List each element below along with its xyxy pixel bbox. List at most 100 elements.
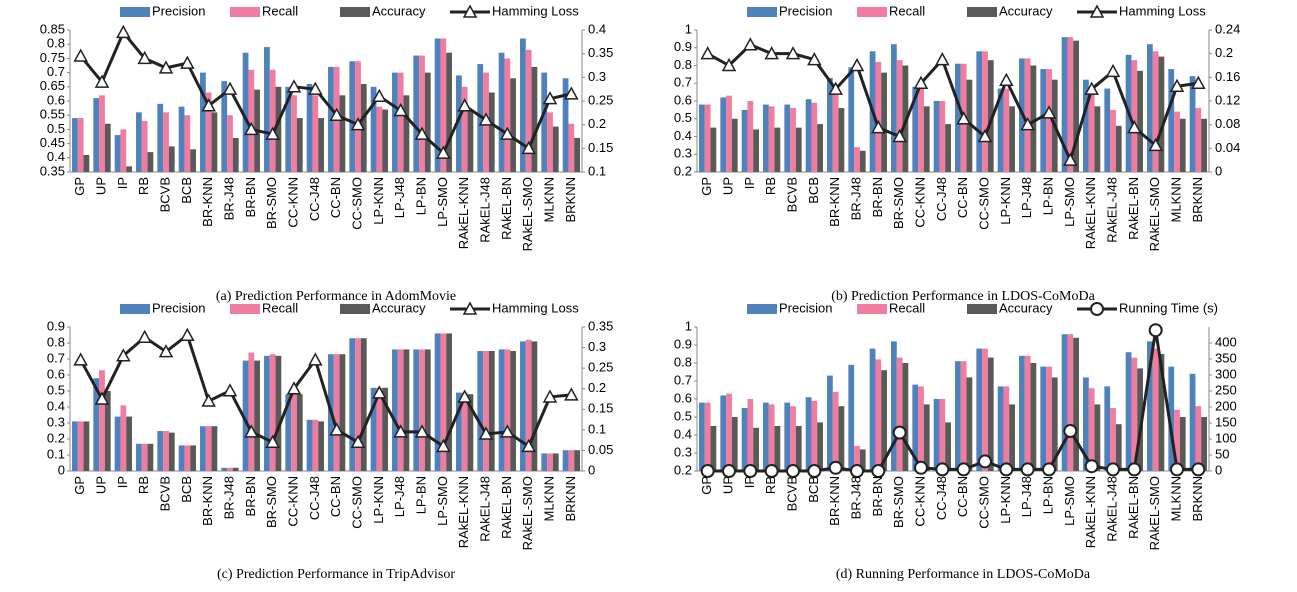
bar <box>221 467 228 471</box>
bar <box>1046 69 1052 172</box>
y2-tick-label: 0.35 <box>588 45 613 60</box>
y-tick-label: 0.4 <box>47 149 65 164</box>
y2-tick-label: 0.25 <box>588 92 613 107</box>
bar <box>1024 355 1031 471</box>
y-tick-label: 0.2 <box>674 462 692 477</box>
bar <box>306 419 313 471</box>
bar <box>960 361 967 471</box>
x-tick-label: LP-KNN <box>998 476 1013 524</box>
y-tick-label: 0.45 <box>40 135 65 150</box>
x-tick-label: MLKNN <box>1168 177 1183 223</box>
line-marker <box>457 98 472 112</box>
bar <box>1201 417 1207 471</box>
y-tick-label: 0.55 <box>40 107 65 122</box>
line-marker <box>743 464 758 478</box>
bar <box>1110 109 1116 172</box>
bar <box>72 118 78 172</box>
legend-label: Accuracy <box>999 3 1053 18</box>
bar <box>275 355 282 471</box>
x-tick-label: UP <box>93 476 108 494</box>
bar <box>461 392 468 471</box>
bar <box>574 450 580 471</box>
bar <box>232 467 239 471</box>
bar <box>774 426 781 471</box>
bar <box>349 338 356 471</box>
bar <box>741 408 748 471</box>
line-marker <box>1191 462 1206 477</box>
bar <box>83 421 90 471</box>
y-tick-label: 0.9 <box>47 318 65 333</box>
x-tick-label: LP-J48 <box>392 177 407 218</box>
bar <box>147 152 154 172</box>
bar <box>504 349 511 471</box>
x-tick-label: BCVB <box>157 476 172 511</box>
bar <box>784 104 791 172</box>
line-marker <box>457 389 472 403</box>
line-marker <box>1106 462 1120 477</box>
bar <box>242 360 249 471</box>
x-tick-label: BR-J48 <box>221 177 236 220</box>
bar <box>1040 366 1047 471</box>
y-tick-label: 0.7 <box>674 372 692 387</box>
x-tick-label: RB <box>136 177 151 195</box>
legend-marker <box>1090 302 1104 316</box>
bar <box>1131 60 1138 172</box>
line-marker <box>807 52 822 66</box>
x-tick-label: RAkEL-SMO <box>520 177 535 251</box>
bar <box>157 431 164 471</box>
x-tick-label: MLKNN <box>541 476 556 522</box>
x-tick-label: BR-SMO <box>264 177 279 229</box>
bar <box>704 104 711 172</box>
legend-label: Hamming Loss <box>492 300 579 315</box>
line-marker <box>764 46 779 60</box>
y2-tick-label: 0.2 <box>1215 45 1233 60</box>
x-tick-label: BR-KNN <box>827 476 842 526</box>
bar <box>1088 388 1095 471</box>
bar <box>541 453 548 471</box>
bar <box>699 402 705 471</box>
bar <box>939 399 946 471</box>
y2-tick-label: 0.15 <box>588 401 613 416</box>
bar <box>1158 56 1165 172</box>
x-tick-label: BCB <box>806 476 821 503</box>
y-tick-label: 0.8 <box>674 354 692 369</box>
line-marker <box>393 102 408 117</box>
line-marker <box>244 424 259 438</box>
bar <box>710 426 717 471</box>
line-marker <box>201 98 216 112</box>
line-marker <box>500 126 515 140</box>
line-marker <box>828 81 843 95</box>
x-tick-label: GP <box>72 476 87 495</box>
bar <box>1115 125 1122 172</box>
bar <box>248 69 255 172</box>
bar <box>403 349 410 471</box>
x-tick-label: LP-J48 <box>1019 177 1034 218</box>
y-tick-label: 0.4 <box>674 426 692 441</box>
line-marker <box>1170 462 1184 477</box>
bar <box>1003 88 1010 172</box>
x-tick-label: RB <box>763 177 778 195</box>
bar <box>1030 363 1037 471</box>
y2-tick-label: 50 <box>1215 446 1229 461</box>
bar <box>525 339 532 471</box>
x-tick-label: BCVB <box>157 177 172 212</box>
y-tick-label: 1 <box>685 318 692 333</box>
x-tick-label: CC-BN <box>328 177 343 218</box>
caption: (c) Prediction Performance in TripAdviso… <box>217 567 455 582</box>
bar <box>1067 334 1074 471</box>
x-tick-label: RAkEL-KNN <box>456 177 471 249</box>
bar <box>413 55 420 173</box>
x-tick-label: UP <box>93 177 108 195</box>
bar <box>987 60 994 172</box>
y2-tick-label: 0.35 <box>588 318 613 333</box>
y2-tick-label: 150 <box>1215 414 1237 429</box>
bar <box>896 357 903 471</box>
bar <box>763 402 769 471</box>
line-marker <box>94 74 110 88</box>
bar <box>1189 76 1196 172</box>
bar <box>1125 352 1132 471</box>
bar <box>795 426 802 471</box>
bar <box>184 115 191 172</box>
bar <box>520 38 526 172</box>
